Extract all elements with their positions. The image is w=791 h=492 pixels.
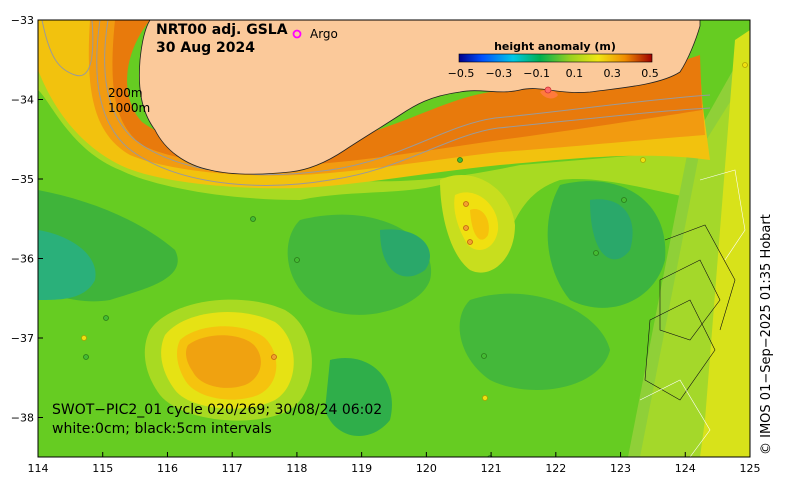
x-tick-label: 114	[28, 462, 49, 475]
colorbar-title: height anomaly (m)	[494, 40, 616, 53]
anomaly-patch	[325, 358, 392, 437]
boundary-current	[88, 20, 705, 176]
colorbar-tick-label: 0.1	[566, 67, 584, 80]
land-feature	[540, 89, 558, 99]
y-tick-label: −36	[11, 253, 34, 266]
colorbar-tick-label: −0.5	[448, 67, 475, 80]
isobath	[41, 20, 94, 77]
map-plot-area	[38, 20, 750, 457]
x-tick-label: 117	[222, 462, 243, 475]
isobath-label-1000m: 1000m	[108, 101, 150, 115]
isobath-label-200m: 200m	[108, 86, 143, 100]
map-title: NRT00 adj. GSLA	[156, 22, 288, 38]
x-tick-label: 118	[286, 462, 307, 475]
swot-contour	[644, 299, 716, 401]
y-tick-label: −35	[11, 173, 34, 186]
x-tick-label: 116	[157, 462, 178, 475]
boundary-current-core	[112, 20, 703, 166]
x-tick-label: 125	[740, 462, 761, 475]
credit-text: © IMOS 01−Sep−2025 01:35 Hobart	[759, 214, 774, 455]
swot-info: SWOT−PIC2_01 cycle 020/269; 30/08/24 06:…	[52, 402, 382, 418]
anomaly-patch	[459, 293, 610, 390]
x-tick-label: 115	[92, 462, 113, 475]
contour-info: white:0cm; black:5cm intervals	[52, 421, 272, 437]
argo-legend-label: Argo	[310, 27, 338, 41]
swot-swath-edge	[700, 30, 750, 457]
anomaly-patch	[590, 199, 633, 260]
colorbar-ticks: −0.5 −0.3 −0.1 0.1 0.3 0.5	[448, 67, 659, 80]
swot-contour-zero	[699, 169, 746, 261]
x-tick-label: 119	[351, 462, 372, 475]
argo-legend-icon	[292, 29, 302, 39]
colorbar-tick-label: 0.5	[641, 67, 659, 80]
x-axis: 114 115 116 117 118 119 120 121 122 123 124 125	[28, 452, 761, 475]
anomaly-patch-warm	[470, 209, 489, 240]
x-tick-label: 124	[675, 462, 696, 475]
x-tick-label: 120	[416, 462, 437, 475]
colorbar-tick-label: 0.3	[603, 67, 621, 80]
isobath-200m	[104, 20, 711, 176]
anomaly-patch	[38, 230, 96, 300]
swot-contour-zero	[639, 379, 711, 457]
swot-contour	[659, 259, 721, 341]
x-tick-label: 122	[545, 462, 566, 475]
isobath-1000m	[96, 20, 711, 186]
x-tick-label: 121	[481, 462, 502, 475]
colorbar-tick-label: −0.3	[485, 67, 512, 80]
swot-contour	[664, 224, 736, 331]
y-tick-label: −34	[11, 94, 34, 107]
plot-frame	[37, 19, 751, 458]
y-tick-label: −38	[11, 412, 34, 425]
map-date: 30 Aug 2024	[156, 40, 255, 56]
colorbar-tick-label: −0.1	[523, 67, 550, 80]
y-axis: −33 −34 −35 −36 −37 −38	[11, 14, 43, 425]
y-tick-label: −37	[11, 332, 34, 345]
anomaly-patch	[380, 229, 430, 277]
warm-eddy-core	[185, 335, 261, 388]
x-tick-label: 123	[610, 462, 631, 475]
colorbar	[458, 53, 653, 63]
y-tick-label: −33	[11, 14, 34, 27]
